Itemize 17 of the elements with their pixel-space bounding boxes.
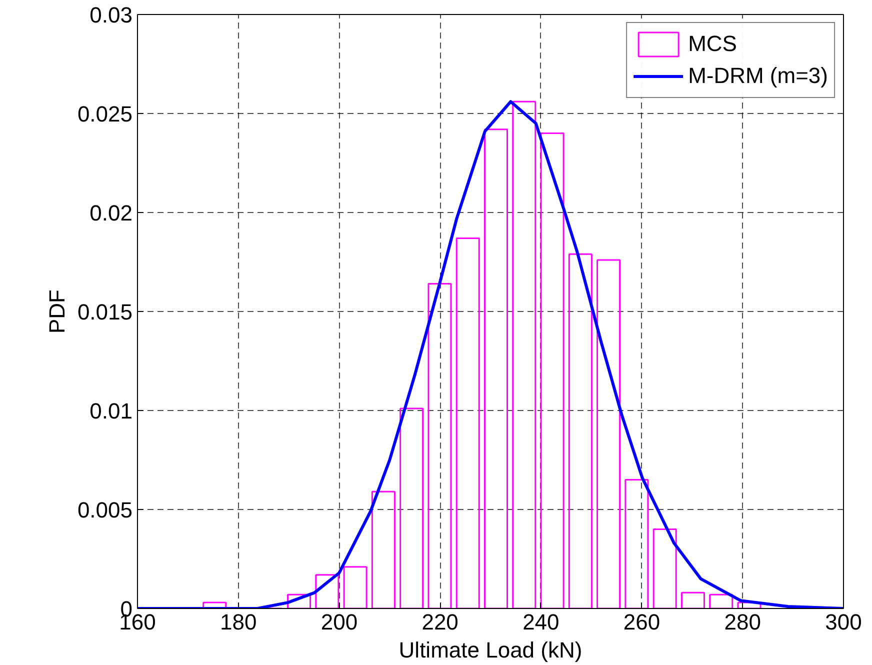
x-tick-label: 280 [724, 610, 762, 634]
legend-label: MCS [688, 31, 737, 57]
x-tick-label: 240 [522, 610, 560, 634]
legend-label: M-DRM (m=3) [688, 63, 828, 89]
x-tick-label: 260 [623, 610, 660, 634]
y-tick-label: 0.03 [90, 2, 133, 28]
y-tick-label: 0.015 [77, 300, 133, 324]
y-tick-label: 0.02 [90, 200, 133, 226]
y-tick-label: 0.01 [90, 398, 133, 424]
x-tick-label: 200 [320, 610, 358, 634]
x-tick-label: 300 [825, 610, 862, 634]
x-axis-title: Ultimate Load (kN) [398, 638, 582, 662]
y-tick-label: 0.005 [77, 498, 133, 522]
x-tick-label: 220 [422, 610, 458, 634]
y-tick-label: 0.025 [77, 102, 133, 126]
x-tick-label: 180 [220, 610, 257, 634]
y-axis-title: PDF [44, 290, 70, 334]
